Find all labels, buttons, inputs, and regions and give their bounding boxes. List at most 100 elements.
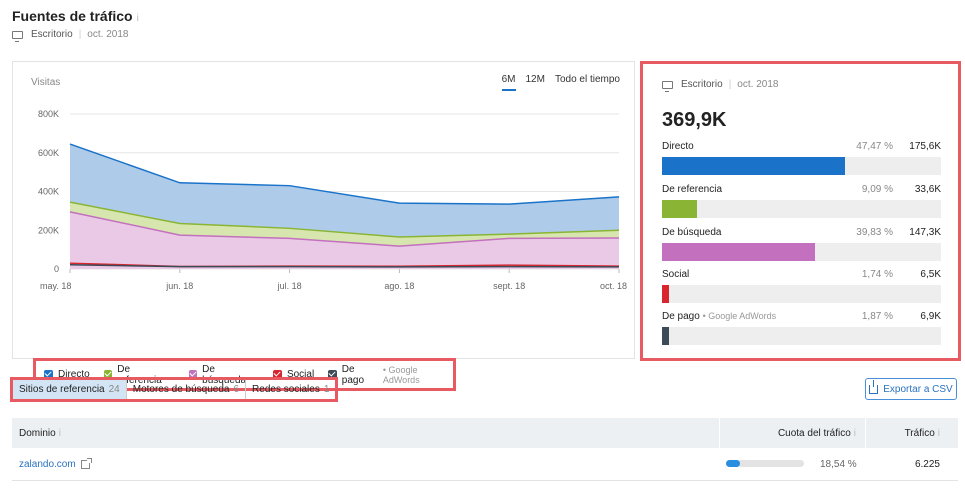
tab-redes-sociales[interactable]: Redes sociales 1 <box>246 380 335 399</box>
period-selector: 6M 12M Todo el tiempo <box>501 74 620 91</box>
info-icon[interactable]: i <box>136 13 139 24</box>
share-bar <box>662 243 941 261</box>
period-12m[interactable]: 12M <box>525 74 545 85</box>
info-icon[interactable]: i <box>58 428 61 439</box>
legend-source: • Google AdWords <box>382 364 420 385</box>
external-link-icon[interactable] <box>80 458 92 469</box>
series-line <box>69 263 620 268</box>
source-value: 175,6K <box>909 140 941 152</box>
legend-item-directo[interactable]: Directo <box>44 369 90 380</box>
info-icon[interactable]: i <box>937 428 940 439</box>
share-bar <box>726 460 804 467</box>
period-all-time[interactable]: Todo el tiempo <box>554 74 620 85</box>
y-tick-label: 600K <box>38 148 59 158</box>
tab-count: 24 <box>108 384 120 395</box>
traffic-value: 6.225 <box>914 459 940 470</box>
source-percent: 47,47 % <box>856 140 893 152</box>
legend-item-social[interactable]: Social <box>272 369 315 380</box>
legend-item-de-pago[interactable]: De pago • Google AdWords <box>328 364 453 386</box>
desktop-icon <box>12 30 23 42</box>
source-name: De búsqueda <box>662 226 722 238</box>
source-value: 6,5K <box>920 268 941 280</box>
source-value: 6,9K <box>920 310 941 322</box>
y-tick-label: 400K <box>38 187 59 197</box>
legend-item-de-referencia[interactable]: De referencia <box>103 363 175 386</box>
summary-row: Directo 47,47 % 175,6K <box>662 140 941 175</box>
date-label: oct. 2018 <box>737 79 779 90</box>
legend-label: De búsqueda <box>202 363 247 386</box>
total-visits: 369,9K <box>662 109 727 131</box>
column-header-cuota[interactable]: Cuota del tráfico i <box>777 428 856 439</box>
traffic-summary-panel: Escritorio | oct. 2018 369,9K Directo 47,… <box>640 61 961 361</box>
legend-label: Social <box>286 369 315 380</box>
page-title: Fuentes de tráfico i <box>12 8 139 24</box>
traffic-chart-panel: Visitas 6M 12M Todo el tiempo 0 200K 400K 6… <box>12 61 635 391</box>
share-bar-fill <box>662 327 670 345</box>
source-name: De pago • Google AdWords <box>662 310 777 322</box>
share-bar-fill <box>662 243 816 261</box>
share-bar <box>662 157 941 175</box>
y-tick-label: 800K <box>38 109 59 119</box>
checkbox-icon[interactable] <box>272 370 282 379</box>
share-bar-fill <box>662 285 669 303</box>
info-icon[interactable]: i <box>853 428 856 439</box>
series-line <box>69 211 620 247</box>
desktop-icon <box>662 80 673 92</box>
upload-icon <box>869 379 879 394</box>
x-tick-label: jun. 18 <box>165 281 193 291</box>
y-tick-label: 0 <box>54 264 59 274</box>
x-tick-label: may. 18 <box>40 281 71 291</box>
summary-row: Social 1,74 % 6,5K <box>662 268 941 303</box>
domain-link[interactable]: zalando.com <box>19 458 92 470</box>
source-percent: 1,87 % <box>861 310 893 322</box>
source-name: Directo <box>662 140 694 152</box>
tab-label: Sitios de referencia <box>19 384 105 395</box>
period-6m[interactable]: 6M <box>501 74 516 91</box>
share-bar-fill <box>662 200 697 218</box>
tab-motores-de-busqueda[interactable]: Motores de búsqueda 6 <box>127 380 247 399</box>
table-header: Dominio i Cuota del tráfico i Tráfico i <box>12 418 958 448</box>
tab-label: Redes sociales <box>252 384 320 395</box>
column-divider <box>865 418 866 448</box>
share-bar <box>662 327 941 345</box>
source-name: Social <box>662 268 690 280</box>
legend-label: De referencia <box>117 363 162 386</box>
share-bar <box>662 200 941 218</box>
series-line <box>69 143 620 205</box>
column-divider <box>719 418 720 448</box>
summary-device-date: Escritorio | oct. 2018 <box>662 79 779 92</box>
x-tick-label: sept. 18 <box>493 281 525 291</box>
sources-tabs: Sitios de referencia 24 Motores de búsque… <box>10 377 339 402</box>
share-bar-fill <box>726 460 741 467</box>
device-date-selector: Escritorio | oct. 2018 <box>12 29 129 42</box>
checkbox-icon[interactable] <box>328 370 337 379</box>
device-label: Escritorio <box>681 79 723 90</box>
share-bar <box>662 285 941 303</box>
source-name: De referencia <box>662 183 723 195</box>
x-tick-label: jul. 18 <box>277 281 302 291</box>
column-header-trafico[interactable]: Tráfico i <box>904 428 940 439</box>
source-note: • Google AdWords <box>702 310 777 321</box>
source-percent: 9,09 % <box>861 183 893 195</box>
tab-sitios-de-referencia[interactable]: Sitios de referencia 24 <box>13 380 127 399</box>
separator: | <box>728 79 732 90</box>
column-header-dominio[interactable]: Dominio i <box>19 428 61 439</box>
x-tick-label: ago. 18 <box>384 281 414 291</box>
domain-text[interactable]: zalando.com <box>19 459 76 470</box>
device-label[interactable]: Escritorio <box>31 29 73 40</box>
summary-row: De pago • Google AdWords 1,87 % 6,9K <box>662 310 941 345</box>
metric-label: Visitas <box>31 77 61 88</box>
separator: | <box>78 29 82 40</box>
checkbox-icon[interactable] <box>103 370 113 379</box>
series-line <box>69 201 620 238</box>
share-bar-fill <box>662 157 845 175</box>
legend-label: De pago <box>341 363 365 386</box>
checkbox-icon[interactable] <box>188 370 198 379</box>
export-csv-button[interactable]: Exportar a CSV <box>865 378 957 400</box>
legend-item-de-busqueda[interactable]: De búsqueda <box>188 363 259 386</box>
checkbox-icon[interactable] <box>44 370 53 379</box>
summary-row: De referencia 9,09 % 33,6K <box>662 183 941 218</box>
date-label[interactable]: oct. 2018 <box>87 29 129 40</box>
chart-legend: Directo De referencia De búsqueda Social… <box>33 358 456 391</box>
tab-label: Motores de búsqueda <box>132 384 230 395</box>
